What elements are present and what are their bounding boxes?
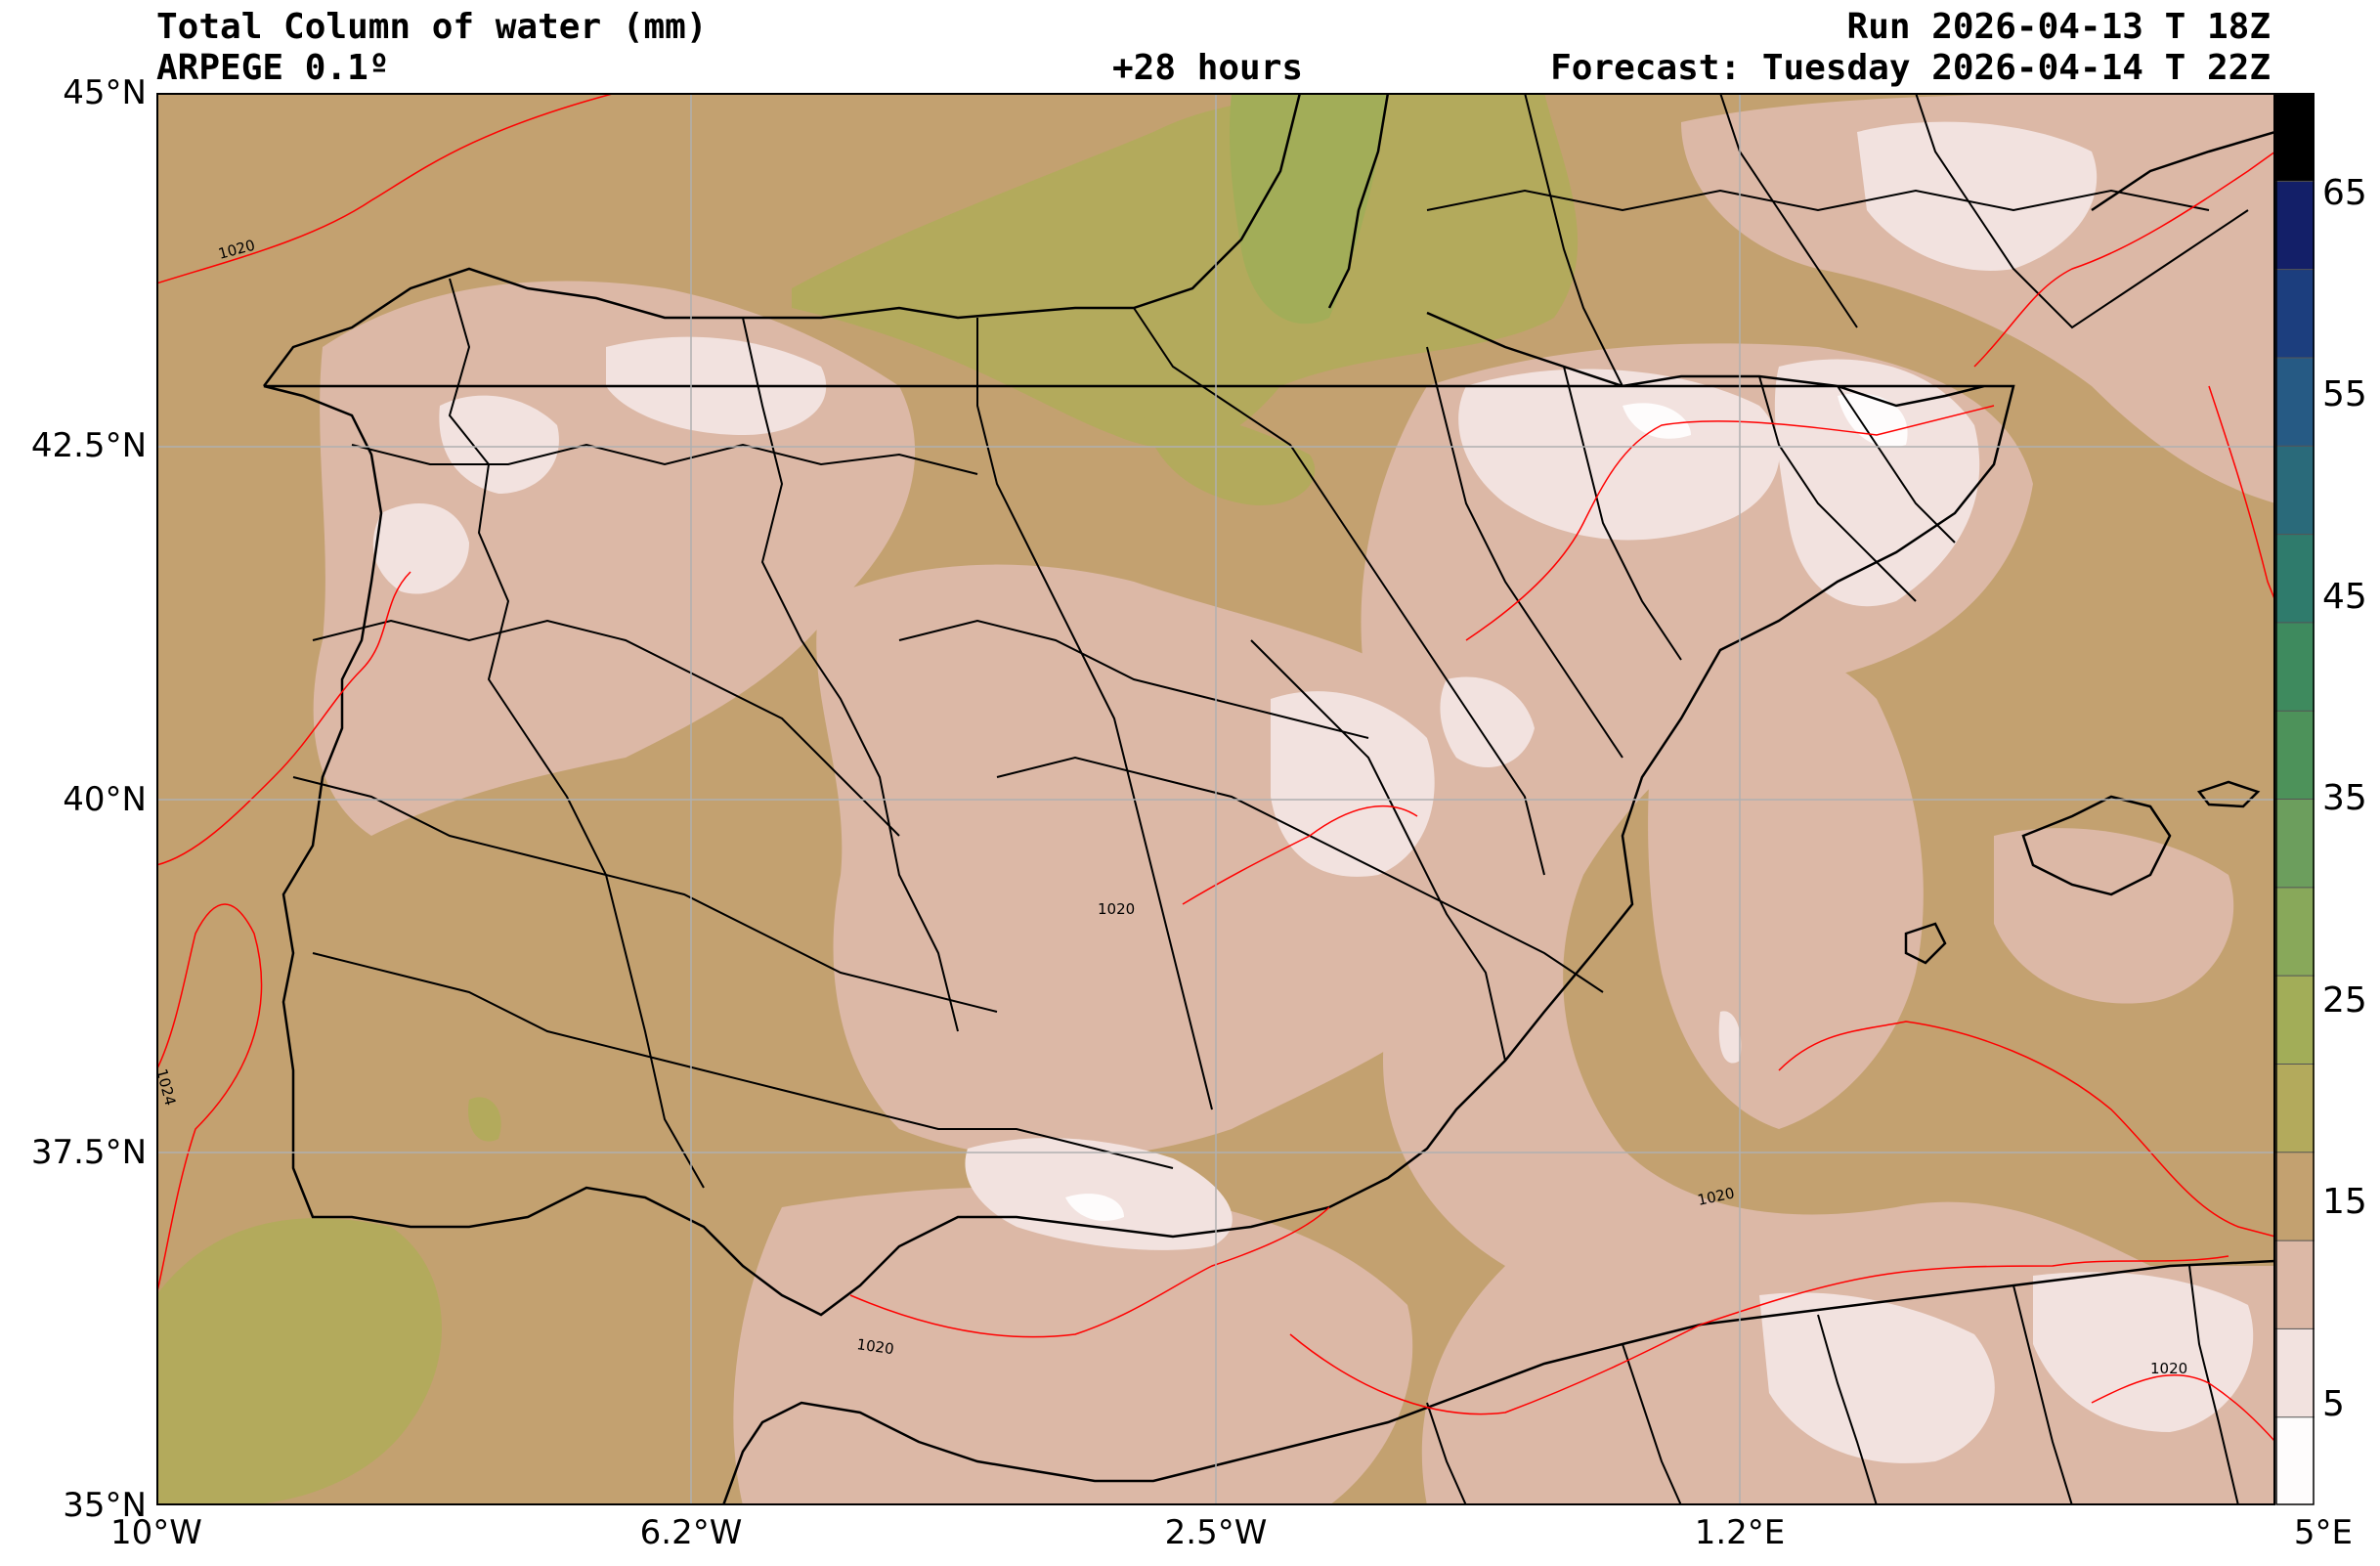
africa-coastline — [721, 1259, 2275, 1505]
france-coastline — [1327, 93, 2275, 309]
colorbar-segment — [2275, 887, 2315, 977]
colorbar-segment — [2275, 1152, 2315, 1241]
colorbar-segment — [2275, 93, 2315, 182]
lat-tick-label: 45°N — [63, 73, 147, 112]
colorbar — [2275, 93, 2315, 1505]
colorbar-tick-label: 15 — [2322, 1182, 2367, 1222]
colorbar-segment — [2275, 976, 2315, 1065]
model-label: ARPEGE 0.1º — [156, 48, 390, 88]
colorbar-segment — [2275, 711, 2315, 800]
colorbar-tick-label: 25 — [2322, 980, 2367, 1021]
colorbar-segment — [2275, 622, 2315, 712]
lat-tick-label: 37.5°N — [30, 1133, 147, 1172]
lead-time-label: +28 hours — [1112, 48, 1304, 88]
map-title: Total Column of water (mm) — [156, 7, 708, 47]
colorbar-segment — [2275, 1240, 2315, 1329]
lon-tick-label: 5°E — [2293, 1513, 2353, 1552]
field-10-15-northeast — [1681, 93, 2275, 503]
ibiza — [1904, 922, 1947, 965]
field-5-10-alboran — [1759, 1292, 1995, 1463]
colorbar-tick-label: 35 — [2322, 778, 2367, 818]
field-10-15-mediterranean — [1648, 632, 1924, 1129]
field-5-10-africa — [2033, 1272, 2254, 1432]
colorbar-segment — [2275, 1416, 2315, 1505]
field-5-10-balear-spot — [1718, 1011, 1742, 1064]
field-0-5-spot-1 — [1623, 403, 1691, 439]
field-20-25-small — [468, 1097, 501, 1142]
region-boundaries — [292, 93, 2249, 1505]
field-20-25-atlantic — [156, 1218, 443, 1505]
field-10-15-east — [1361, 343, 2275, 1505]
colorbar-segment — [2275, 1328, 2315, 1418]
field-10-15-balearic — [1994, 828, 2234, 1004]
colorbar-tick-label: 45 — [2322, 577, 2367, 617]
lat-tick-label: 42.5°N — [30, 426, 147, 465]
colorbar-segment — [2275, 534, 2315, 624]
lon-tick-label: 1.2°E — [1694, 1513, 1786, 1552]
forecast-label: Forecast: Tuesday 2026-04-14 T 22Z — [1550, 48, 2271, 88]
colorbar-tick-label: 65 — [2322, 173, 2367, 213]
field-20-25-ebro — [1144, 413, 1316, 505]
run-label: Run 2026-04-13 T 18Z — [1846, 7, 2271, 47]
field-5-10-iberian — [1271, 691, 1435, 877]
lon-tick-label: 6.2°W — [639, 1513, 743, 1552]
colorbar-segment — [2275, 269, 2315, 359]
field-10-15-south — [733, 1187, 1413, 1505]
field-5-10-catalonia — [1774, 359, 1980, 607]
lat-tick-label: 35°N — [63, 1486, 147, 1525]
field-0-5-spot-3 — [1065, 1194, 1124, 1221]
lon-tick-label: 2.5°W — [1164, 1513, 1268, 1552]
map-canvas: 1020 1020 1020 1024 1020 1020 — [156, 93, 2275, 1505]
colorbar-segment — [2275, 799, 2315, 889]
field-5-10-portugal — [372, 503, 469, 594]
isobar-label: 1020 — [855, 1335, 894, 1358]
isobars — [156, 93, 2275, 1443]
field-0-5-spot-2 — [1838, 393, 1908, 448]
isobar-label: 1020 — [2150, 1360, 2187, 1377]
map-frame — [156, 93, 2275, 1505]
colorbar-segment — [2275, 181, 2315, 271]
lon-tick-label: 10°W — [110, 1513, 202, 1552]
mallorca — [2021, 795, 2172, 896]
isobar-label: 1020 — [1098, 900, 1135, 918]
field-20-25-biscay — [792, 93, 1579, 449]
field-5-10-pyrenees — [1857, 121, 2098, 271]
colorbar-tick-label: 55 — [2322, 374, 2367, 414]
field-5-10-galicia — [439, 395, 559, 494]
lat-tick-label: 40°N — [63, 780, 147, 819]
field-5-10-valencia — [1440, 676, 1535, 767]
colorbar-tick-label: 5 — [2322, 1384, 2345, 1424]
colorbar-segment — [2275, 446, 2315, 536]
gridlines — [156, 93, 2275, 1505]
colorbar-segment — [2275, 1064, 2315, 1153]
field-5-10-ebro — [1458, 369, 1780, 541]
colorbar-segment — [2275, 357, 2315, 447]
